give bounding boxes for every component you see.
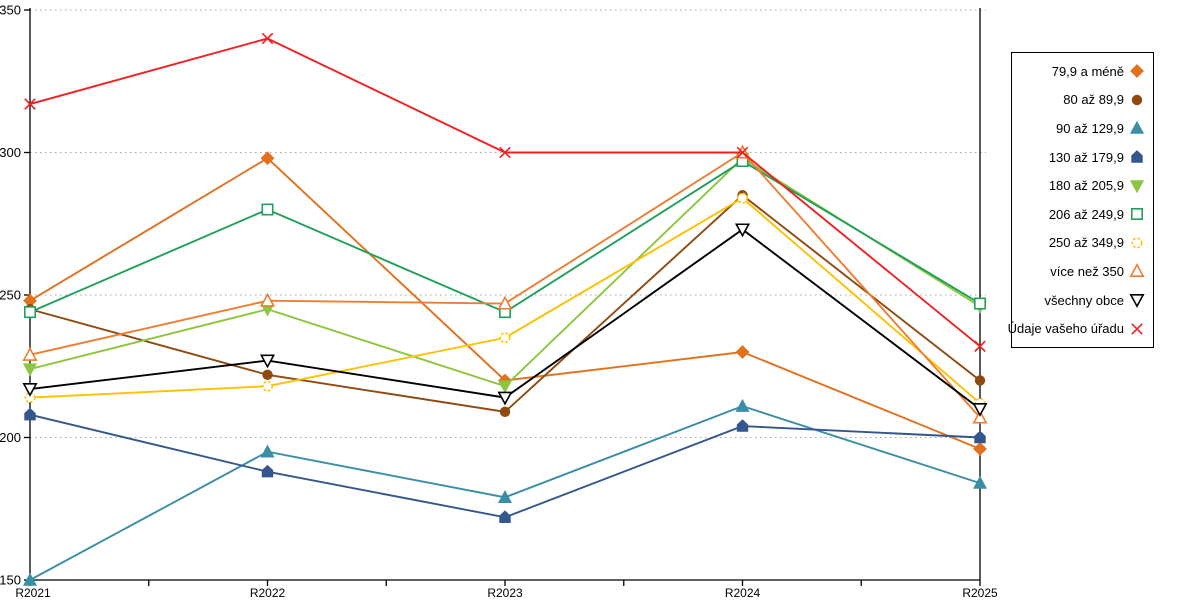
marker-x-icon bbox=[261, 32, 274, 45]
x-tick-label: R2024 bbox=[725, 586, 761, 600]
legend-item-label: 130 až 179,9 bbox=[1048, 149, 1124, 165]
legend-item: více než 350 bbox=[1016, 263, 1145, 279]
marker-pentagon-icon bbox=[736, 419, 749, 432]
marker-diamond-icon bbox=[973, 441, 987, 456]
marker-triangle-down-icon bbox=[497, 380, 513, 394]
marker-circle-icon bbox=[1131, 237, 1143, 249]
x-tick-label: R2025 bbox=[962, 586, 998, 600]
marker-triangle-down-icon bbox=[1129, 294, 1145, 308]
marker-x-icon bbox=[499, 146, 511, 159]
marker-triangle-up-icon bbox=[22, 346, 38, 361]
marker-x-icon bbox=[1131, 322, 1143, 335]
x-tick-label: R2022 bbox=[250, 586, 286, 600]
series-9 bbox=[24, 32, 986, 353]
marker-circle-icon bbox=[499, 332, 511, 344]
marker-x-icon bbox=[24, 98, 36, 110]
legend-marker-pentagon-icon bbox=[1131, 150, 1143, 163]
marker-triangle-down-icon bbox=[1129, 179, 1145, 193]
marker-square-icon bbox=[974, 297, 986, 310]
marker-triangle-up-icon bbox=[260, 444, 275, 458]
y-tick-label: 150 bbox=[0, 573, 21, 588]
legend-item-label: Údaje vašeho úřadu bbox=[1007, 321, 1124, 337]
marker-circle-icon bbox=[262, 380, 273, 392]
marker-diamond-icon bbox=[260, 151, 275, 166]
legend-item-label: 206 až 249,9 bbox=[1048, 206, 1124, 222]
marker-pentagon-icon bbox=[24, 407, 36, 421]
legend-marker-triangle-down-icon bbox=[1129, 179, 1145, 193]
marker-x-icon bbox=[974, 340, 986, 353]
x-tick-label: R2021 bbox=[15, 586, 51, 600]
marker-triangle-down-icon bbox=[22, 363, 38, 377]
marker-triangle-up-icon bbox=[497, 490, 513, 504]
marker-x-icon bbox=[736, 146, 749, 159]
marker-circle-icon bbox=[737, 192, 748, 204]
legend-item-label: 90 až 129,9 bbox=[1056, 120, 1124, 136]
legend: 79,9 a méně 80 až 89,9 90 až 129,9 130 až 1… bbox=[1008, 52, 1154, 348]
marker-triangle-down-icon bbox=[497, 391, 513, 406]
marker-triangle-down-icon bbox=[972, 403, 988, 417]
legend-item: 180 až 205,9 bbox=[1016, 178, 1145, 194]
marker-triangle-up-icon bbox=[1129, 263, 1145, 278]
marker-triangle-down-icon bbox=[734, 223, 751, 238]
series-3 bbox=[24, 407, 986, 523]
marker-pentagon-icon bbox=[1131, 150, 1143, 163]
legend-marker-x-icon bbox=[1131, 322, 1143, 335]
marker-diamond-icon bbox=[1130, 64, 1144, 79]
legend-marker-circle-icon bbox=[1131, 237, 1143, 249]
marker-triangle-up-icon bbox=[735, 398, 750, 412]
marker-triangle-up-icon bbox=[972, 475, 988, 489]
series-line bbox=[29, 157, 981, 388]
legend-marker-diamond-icon bbox=[1130, 64, 1144, 79]
legend-item-label: více než 350 bbox=[1050, 263, 1124, 279]
legend-marker-triangle-down-icon bbox=[1129, 294, 1145, 308]
legend-item: všechny obce bbox=[1016, 292, 1145, 308]
legend-item: 250 až 349,9 bbox=[1016, 235, 1145, 251]
legend-item-label: 250 až 349,9 bbox=[1048, 235, 1124, 251]
marker-pentagon-icon bbox=[974, 430, 986, 444]
marker-square-icon bbox=[261, 203, 274, 216]
marker-circle-icon bbox=[499, 406, 511, 418]
legend-item: 80 až 89,9 bbox=[1016, 92, 1145, 108]
marker-diamond-icon bbox=[735, 345, 750, 359]
legend-marker-triangle-up-icon bbox=[1129, 263, 1145, 278]
legend-marker-square-icon bbox=[1131, 208, 1143, 221]
marker-triangle-up-icon bbox=[1129, 121, 1145, 135]
series-6 bbox=[24, 192, 986, 409]
marker-square-icon bbox=[24, 306, 36, 319]
marker-pentagon-icon bbox=[261, 464, 274, 478]
series-2 bbox=[22, 398, 988, 586]
legend-marker-circle-icon bbox=[1131, 94, 1143, 106]
legend-item: Údaje vašeho úřadu bbox=[1008, 321, 1145, 337]
marker-square-icon bbox=[1131, 208, 1143, 221]
legend-item-label: 180 až 205,9 bbox=[1048, 178, 1124, 194]
y-tick-label: 300 bbox=[0, 145, 21, 160]
marker-circle-icon bbox=[974, 375, 986, 386]
x-tick-label: R2023 bbox=[487, 586, 523, 600]
marker-circle-icon bbox=[1131, 94, 1143, 106]
marker-pentagon-icon bbox=[499, 510, 511, 523]
marker-circle-icon bbox=[24, 392, 36, 404]
series-line bbox=[29, 159, 981, 314]
legend-item: 90 až 129,9 bbox=[1016, 120, 1145, 136]
series-5 bbox=[24, 155, 986, 319]
marker-triangle-up-icon bbox=[22, 572, 38, 586]
marker-circle-icon bbox=[262, 369, 273, 380]
y-tick-label: 250 bbox=[0, 288, 21, 303]
marker-triangle-down-icon bbox=[259, 354, 276, 369]
marker-triangle-up-icon bbox=[259, 292, 276, 307]
y-tick-label: 350 bbox=[0, 3, 21, 18]
marker-triangle-up-icon bbox=[972, 409, 988, 424]
legend-marker-triangle-up-icon bbox=[1129, 121, 1145, 135]
legend-item-label: 80 až 89,9 bbox=[1063, 92, 1124, 108]
legend-item: 130 až 179,9 bbox=[1016, 149, 1145, 165]
legend-item-label: všechny obce bbox=[1044, 292, 1125, 308]
legend-item: 79,9 a méně bbox=[1016, 63, 1145, 79]
legend-item: 206 až 249,9 bbox=[1016, 206, 1145, 222]
marker-triangle-up-icon bbox=[497, 295, 513, 310]
series-8 bbox=[22, 223, 988, 417]
marker-triangle-down-icon bbox=[22, 383, 38, 397]
y-tick-label: 200 bbox=[0, 430, 21, 445]
legend-item-label: 79,9 a méně bbox=[1051, 63, 1124, 79]
